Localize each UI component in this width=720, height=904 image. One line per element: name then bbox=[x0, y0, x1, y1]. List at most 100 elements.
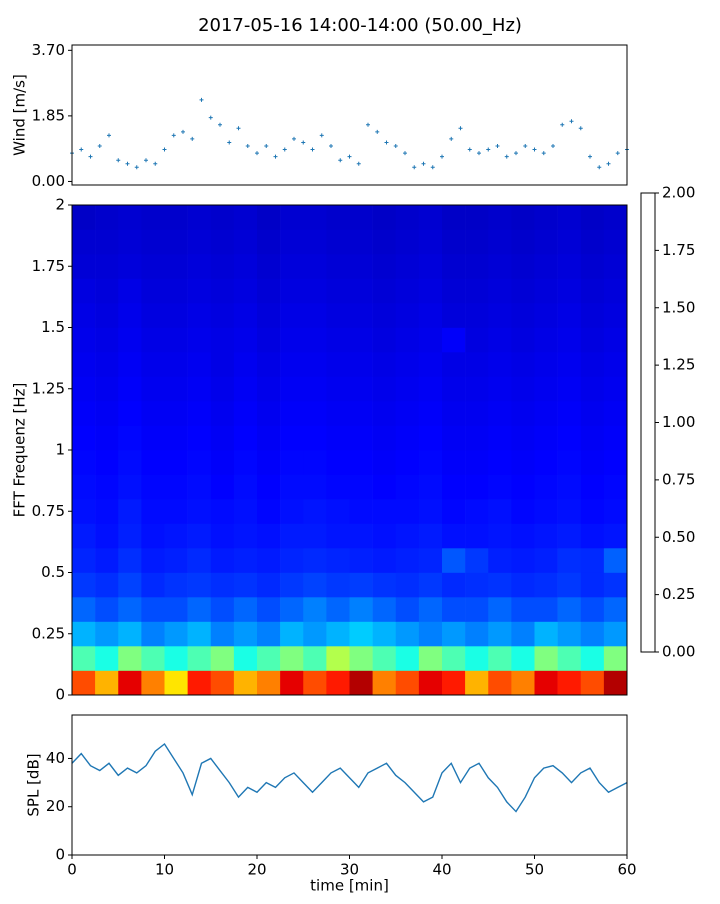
heat-cell bbox=[72, 254, 96, 279]
heat-cell bbox=[303, 229, 327, 255]
heat-cell bbox=[442, 303, 466, 328]
x-tick-label: 40 bbox=[432, 861, 451, 879]
y-tick-label: 1.25 bbox=[32, 379, 65, 397]
heat-cell bbox=[280, 450, 304, 475]
point bbox=[282, 147, 287, 152]
point bbox=[125, 161, 130, 166]
heat-cell bbox=[164, 450, 188, 475]
heat-cell bbox=[511, 450, 535, 475]
heat-cell bbox=[210, 376, 235, 402]
point bbox=[560, 122, 565, 127]
heat-cell bbox=[372, 499, 397, 524]
x-tick-label: 20 bbox=[247, 861, 266, 879]
heat-cell bbox=[465, 327, 489, 353]
heat-cell bbox=[442, 327, 466, 353]
heat-cell bbox=[303, 425, 327, 451]
point bbox=[440, 154, 444, 159]
heat-cell bbox=[326, 327, 350, 353]
heat-cell bbox=[465, 352, 489, 377]
heat-cell bbox=[118, 327, 142, 353]
heat-cell bbox=[557, 229, 582, 255]
heat-cell bbox=[233, 327, 258, 353]
heat-cell bbox=[418, 278, 443, 304]
point bbox=[116, 158, 121, 163]
point bbox=[301, 140, 306, 145]
heat-cell bbox=[280, 597, 304, 622]
point bbox=[495, 144, 500, 149]
heat-cell bbox=[233, 376, 258, 402]
heat-cell bbox=[233, 303, 258, 328]
heat-cell bbox=[210, 278, 235, 304]
heat-cell bbox=[349, 254, 373, 279]
heat-cell bbox=[488, 646, 512, 671]
heat-cell bbox=[580, 670, 605, 696]
colorbar-tick-label: 1.75 bbox=[662, 241, 695, 259]
heat-cell bbox=[372, 621, 397, 647]
heat-cell bbox=[418, 548, 443, 573]
heat-cell bbox=[534, 450, 558, 475]
heat-cell bbox=[164, 621, 188, 647]
heat-cell bbox=[257, 572, 281, 598]
heat-cell bbox=[257, 548, 281, 573]
heat-cell bbox=[603, 352, 628, 377]
heat-cell bbox=[141, 352, 165, 377]
heat-cell bbox=[164, 327, 188, 353]
heat-cell bbox=[442, 597, 466, 622]
heat-cell bbox=[303, 646, 327, 671]
heat-cell bbox=[395, 499, 420, 524]
heat-cell bbox=[442, 401, 466, 426]
point bbox=[458, 126, 463, 131]
heat-cell bbox=[465, 523, 489, 549]
heat-cell bbox=[303, 499, 327, 524]
heat-cell bbox=[418, 450, 443, 475]
heat-cell bbox=[418, 327, 443, 353]
point bbox=[477, 151, 481, 156]
point bbox=[264, 144, 269, 149]
point bbox=[366, 122, 370, 127]
heat-cell bbox=[534, 425, 558, 451]
heat-cell bbox=[372, 229, 397, 255]
heat-cell bbox=[233, 229, 258, 255]
heat-cell bbox=[95, 303, 119, 328]
y-axis-label: SPL [dB] bbox=[25, 753, 43, 816]
heat-cell bbox=[280, 474, 304, 500]
heat-cell bbox=[164, 376, 188, 402]
heat-cell bbox=[164, 572, 188, 598]
heat-cell bbox=[72, 376, 96, 402]
heat-cell bbox=[442, 352, 466, 377]
colorbar-tick-label: 1.00 bbox=[662, 413, 695, 431]
heat-cell bbox=[580, 303, 605, 328]
heat-cell bbox=[511, 205, 535, 230]
heat-cell bbox=[511, 670, 535, 696]
heat-cell bbox=[95, 425, 119, 451]
heat-cell bbox=[141, 401, 165, 426]
y-tick-label: 0.5 bbox=[41, 563, 65, 581]
heat-cell bbox=[511, 523, 535, 549]
heat-cell bbox=[442, 572, 466, 598]
point bbox=[245, 144, 250, 149]
heat-cell bbox=[395, 425, 420, 451]
heat-cell bbox=[210, 352, 235, 377]
point bbox=[532, 147, 537, 152]
heat-cell bbox=[187, 401, 212, 426]
heat-cell bbox=[349, 597, 373, 622]
heat-cell bbox=[511, 597, 535, 622]
heat-cell bbox=[511, 548, 535, 573]
heat-cell bbox=[418, 499, 443, 524]
point bbox=[504, 154, 509, 159]
heat-cell bbox=[257, 401, 281, 426]
heat-cell bbox=[603, 523, 628, 549]
heat-cell bbox=[233, 621, 258, 647]
heat-cell bbox=[233, 450, 258, 475]
heat-cell bbox=[141, 474, 165, 500]
heat-cell bbox=[557, 205, 582, 230]
heat-cell bbox=[511, 254, 535, 279]
heat-cell bbox=[372, 401, 397, 426]
heat-cell bbox=[326, 474, 350, 500]
heat-cell bbox=[257, 205, 281, 230]
heat-cell bbox=[303, 474, 327, 500]
heat-cell bbox=[395, 229, 420, 255]
heat-cell bbox=[465, 425, 489, 451]
heat-cell bbox=[164, 523, 188, 549]
heat-cell bbox=[557, 499, 582, 524]
